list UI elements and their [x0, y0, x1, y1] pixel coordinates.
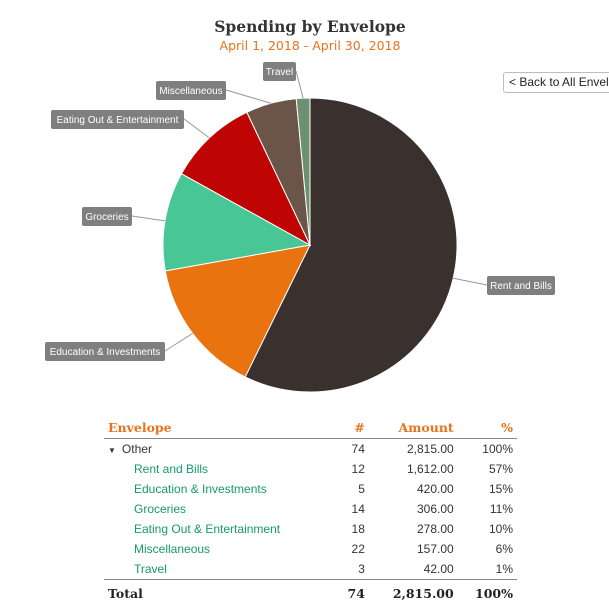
header-envelope[interactable]: Envelope [104, 416, 337, 439]
leader-line [183, 118, 210, 139]
row-percent: 1% [495, 562, 513, 576]
group-row-other[interactable]: ▼ Other 74 2,815.00 100% [104, 439, 517, 460]
row-amount: 278.00 [417, 522, 454, 536]
table-row: Groceries 14 306.00 11% [104, 499, 517, 519]
total-row: Total 74 2,815.00 100% [104, 579, 517, 606]
slice-label: Miscellaneous [159, 86, 222, 97]
total-amount: 2,815.00 [368, 579, 458, 606]
row-count: 22 [351, 542, 365, 556]
envelope-link[interactable]: Eating Out & Entertainment [134, 522, 281, 536]
total-percent: 100% [457, 579, 517, 606]
pie-slice-travel[interactable] [295, 97, 311, 246]
slice-label: Travel [266, 67, 293, 78]
row-amount: 420.00 [417, 482, 454, 496]
back-to-all-envelopes-button[interactable]: < Back to All Envelopes [503, 72, 609, 93]
slice-label: Education & Investments [50, 347, 161, 358]
envelope-link[interactable]: Rent and Bills [134, 462, 209, 476]
row-count: 14 [351, 502, 365, 516]
header-count[interactable]: # [336, 416, 369, 439]
table-row: Miscellaneous 22 157.00 6% [104, 539, 517, 559]
slice-label-box [156, 81, 226, 100]
table-row: Rent and Bills 12 1,612.00 57% [104, 459, 517, 479]
slice-label-box [487, 276, 555, 295]
group-amount: 2,815.00 [406, 442, 454, 456]
slice-label: Eating Out & Entertainment [57, 115, 179, 126]
group-name: Other [121, 442, 152, 456]
page-title: Spending by Envelope [214, 17, 406, 36]
envelope-table: Envelope # Amount % ▼ Other 74 2,815.00 1… [104, 416, 517, 606]
leader-line [225, 89, 272, 104]
header-percent[interactable]: % [457, 416, 517, 439]
header-amount[interactable]: Amount [368, 416, 458, 439]
slice-label-box [45, 342, 165, 361]
table-row: Eating Out & Entertainment 18 278.00 10% [104, 519, 517, 539]
slice-label-box [51, 110, 184, 129]
row-count: 3 [358, 562, 365, 576]
slice-label: Rent and Bills [490, 281, 552, 292]
pie-slice-groceries[interactable] [162, 173, 312, 272]
row-count: 12 [351, 462, 365, 476]
slice-label-box [82, 207, 132, 226]
total-label: Total [104, 579, 337, 606]
leader-line [164, 333, 193, 352]
collapse-triangle-icon[interactable]: ▼ [108, 446, 116, 455]
row-amount: 42.00 [423, 562, 454, 576]
group-name-cell[interactable]: ▼ Other [104, 439, 336, 460]
envelope-link[interactable]: Travel [134, 562, 167, 576]
pie-slices [162, 97, 458, 393]
row-amount: 306.00 [417, 502, 454, 516]
row-count: 5 [358, 482, 365, 496]
spending-pie-chart: Rent and Bills Education & Investments Gro… [45, 62, 555, 393]
pie-slice-eating-out-entertainment[interactable] [180, 111, 312, 247]
row-amount: 157.00 [417, 542, 454, 556]
envelope-link[interactable]: Groceries [134, 502, 187, 516]
group-percent: 100% [482, 442, 513, 456]
row-percent: 10% [488, 522, 513, 536]
leader-line [295, 70, 304, 99]
row-percent: 57% [488, 462, 513, 476]
envelope-link[interactable]: Education & Investments [134, 482, 267, 496]
table-row: Education & Investments 5 420.00 15% [104, 479, 517, 499]
row-percent: 11% [489, 502, 513, 516]
table-row: Travel 3 42.00 1% [104, 559, 517, 580]
envelope-link[interactable]: Miscellaneous [134, 542, 211, 556]
pie-slice-education-investments[interactable] [164, 244, 311, 378]
slice-label: Groceries [85, 212, 128, 223]
total-count: 74 [336, 579, 369, 606]
date-range: April 1, 2018 - April 30, 2018 [219, 38, 401, 53]
leader-line [131, 215, 166, 222]
slice-label-box [263, 62, 296, 81]
row-percent: 15% [488, 482, 513, 496]
row-percent: 6% [495, 542, 513, 556]
table-header-row: Envelope # Amount % [104, 416, 517, 439]
group-count: 74 [351, 442, 365, 456]
row-count: 18 [351, 522, 365, 536]
pie-slice-rent-and-bills[interactable] [244, 97, 458, 393]
leader-line [453, 277, 488, 286]
row-amount: 1,612.00 [406, 462, 454, 476]
